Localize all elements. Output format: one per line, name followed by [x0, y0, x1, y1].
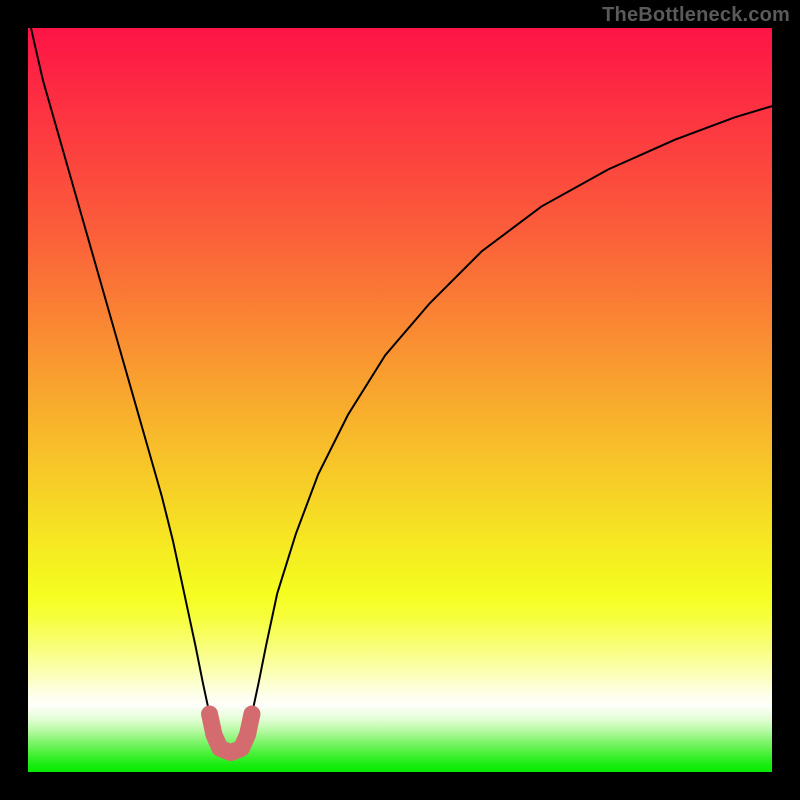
- bottleneck-chart: [0, 0, 800, 800]
- watermark-text: TheBottleneck.com: [602, 4, 790, 27]
- chart-container: { "watermark": "TheBottleneck.com", "cha…: [0, 0, 800, 800]
- plot-background: [28, 28, 772, 772]
